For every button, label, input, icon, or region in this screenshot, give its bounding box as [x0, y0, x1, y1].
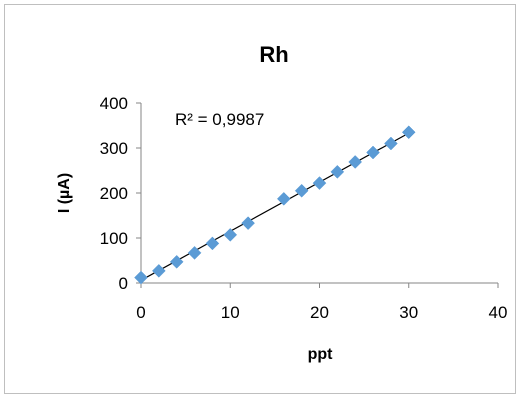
y-tick-label: 200 — [100, 184, 128, 203]
linear-trendline — [140, 132, 410, 281]
x-tick-label: 10 — [221, 303, 240, 322]
axes: 0 100 200 300 400 0 10 20 30 40 — [100, 94, 508, 322]
data-point — [384, 136, 398, 151]
x-tick-label: 30 — [399, 303, 418, 322]
data-point — [241, 216, 255, 231]
x-axis-title: ppt — [308, 346, 334, 363]
data-point — [312, 176, 327, 190]
y-tick-label: 400 — [100, 94, 128, 113]
data-points — [134, 125, 416, 285]
data-point — [151, 263, 166, 278]
data-point — [366, 145, 380, 160]
data-point — [348, 155, 363, 169]
r-squared-annotation: R² = 0,9987 — [175, 110, 264, 129]
chart-frame — [4, 4, 516, 394]
y-axis-title: I (µA) — [56, 173, 73, 213]
data-point — [169, 254, 184, 269]
y-tick-label: 100 — [100, 229, 128, 248]
x-tick-label: 40 — [489, 303, 508, 322]
data-point — [401, 125, 416, 140]
data-point — [205, 236, 220, 251]
data-point — [223, 227, 238, 242]
x-tick-label: 0 — [136, 303, 145, 322]
y-tick-label: 0 — [119, 274, 128, 293]
chart-title: Rh — [259, 42, 288, 67]
x-tick-label: 20 — [310, 303, 329, 322]
data-point — [276, 191, 291, 206]
trendline-group — [140, 132, 410, 281]
data-point — [294, 183, 309, 198]
y-tick-label: 300 — [100, 139, 128, 158]
data-point — [187, 245, 202, 260]
data-point — [134, 270, 148, 285]
data-point — [330, 164, 345, 179]
